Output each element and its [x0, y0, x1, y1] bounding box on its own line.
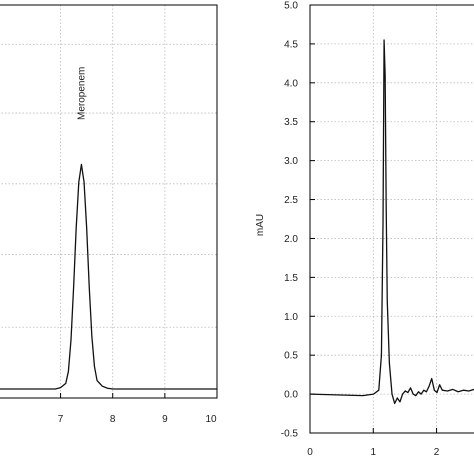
right-chromatogram-trace — [309, 39, 474, 405]
right-y-tick-label: 0.0 — [284, 390, 298, 401]
right-x-tick-label: 0 — [307, 447, 313, 458]
right-y-tick-label: 2.0 — [284, 234, 298, 245]
right-y-tick-label: 3.0 — [284, 156, 298, 167]
left-x-tick-label: 8 — [110, 414, 116, 425]
right-y-tick-label: 4.0 — [284, 78, 298, 89]
right-y-tick-label: 1.0 — [284, 312, 298, 323]
right-y-tick-label: 4.5 — [284, 39, 298, 50]
meropenem-peak-label: Meropenem — [76, 67, 87, 120]
right-chromatogram-panel: -0.5 0.0 0.5 1.0 1.5 2.0 2.5 3.0 3.5 4.0 4.5 5.0 0 1 2… — [255, 1, 474, 458]
left-chromatogram-panel: 7 8 9 10 Meropenem — [0, 4, 218, 425]
right-y-tick-label: 0.5 — [284, 351, 298, 362]
right-x-tick-label: 1 — [371, 447, 377, 458]
left-plot-frame — [0, 4, 218, 399]
left-chromatogram-trace — [0, 163, 217, 390]
left-x-tick-label: 7 — [58, 414, 64, 425]
right-y-tick-label: -0.5 — [281, 429, 299, 440]
right-y-tick-label: 3.5 — [284, 117, 298, 128]
right-y-tick-label: 1.5 — [284, 273, 298, 284]
left-x-tick-label: 9 — [162, 414, 168, 425]
right-x-tick-label: 2 — [434, 447, 440, 458]
right-y-tick-label: 2.5 — [284, 195, 298, 206]
right-y-axis-title: mAU — [255, 214, 266, 236]
right-plot-frame — [309, 4, 474, 434]
right-y-tick-label: 5.0 — [284, 1, 298, 12]
left-x-tick-label: 10 — [205, 414, 217, 425]
